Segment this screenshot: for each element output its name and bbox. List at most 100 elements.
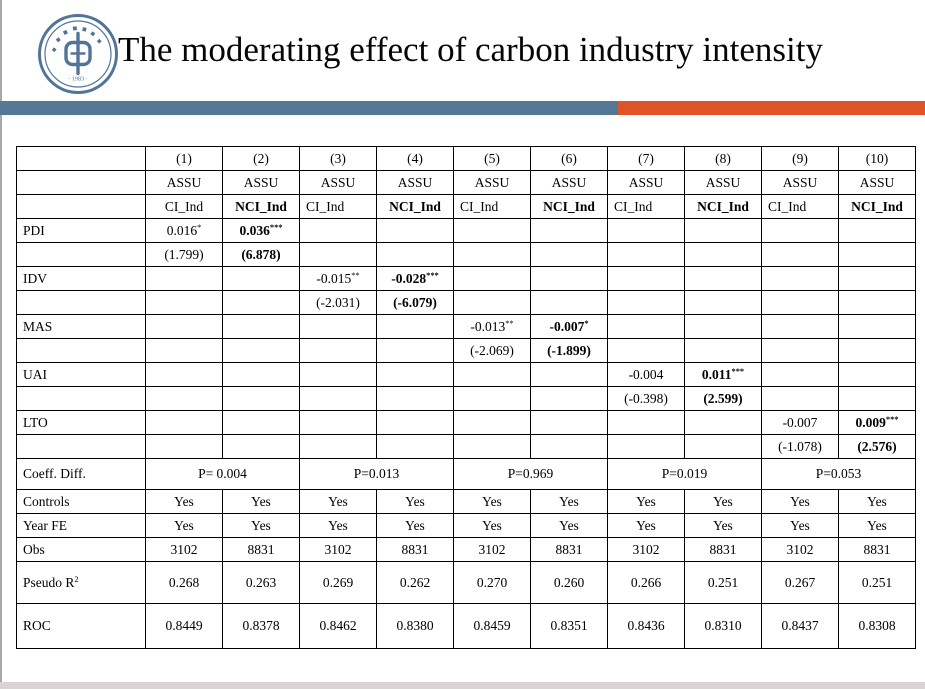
- cell-text: 0.266: [630, 574, 662, 590]
- table-cell: -0.007*: [530, 314, 608, 339]
- table-cell: [838, 242, 916, 267]
- table-cell: (6): [530, 146, 608, 171]
- table-cell: (8): [684, 146, 762, 171]
- table-cell: [530, 434, 608, 459]
- table-cell: [684, 434, 762, 459]
- table-row-12: LTO -0.007 0.009***: [16, 410, 916, 435]
- table-cell: [530, 386, 608, 411]
- cell-text: 0.8380: [396, 618, 434, 633]
- table-cell: [453, 362, 531, 387]
- cell-text: 0.011: [701, 366, 732, 382]
- cell-text: -0.013: [470, 318, 506, 334]
- cell-text: Yes: [636, 493, 656, 509]
- table-cell: 8831: [684, 537, 762, 562]
- table-cell: (7): [607, 146, 685, 171]
- cell-text: LTO: [23, 414, 48, 430]
- cell-text: 0.267: [784, 574, 816, 590]
- superscript: 2: [74, 575, 79, 585]
- table-cell: [684, 338, 762, 363]
- table-cell: [761, 266, 839, 291]
- table-cell: Yes: [145, 489, 223, 514]
- table-cell: [453, 290, 531, 315]
- table-cell: -0.013**: [453, 314, 531, 339]
- cell-text: Yes: [713, 493, 733, 509]
- cell-text: Obs: [23, 541, 45, 557]
- table-cell: P=0.053: [761, 458, 916, 490]
- table-cell: Yes: [376, 513, 454, 538]
- cell-text: UAI: [23, 366, 47, 382]
- cell-text: ASSU: [166, 174, 202, 190]
- table-cell: [761, 386, 839, 411]
- cell-text: Yes: [251, 493, 271, 509]
- table-cell: 3102: [299, 537, 377, 562]
- table-cell: ASSU: [607, 170, 685, 195]
- superscript: ***: [731, 367, 745, 377]
- seal-year-text: · 1983 ·: [68, 76, 88, 83]
- table-cell: Yes: [145, 513, 223, 538]
- table-row-2: ASSU ASSU ASSU ASSU ASSU ASSU ASSU ASSU ASSU ASSU: [16, 170, 916, 195]
- row-label-cell: Controls: [16, 489, 146, 514]
- results-table: (1) (2) (3) (4) (5) (6) (7) (8) (9) (10) ASSU ASSU A…: [16, 146, 916, 649]
- cell-text: P=0.013: [353, 466, 400, 481]
- table-cell: Yes: [376, 489, 454, 514]
- results-table-body: (1) (2) (3) (4) (5) (6) (7) (8) (9) (10) ASSU ASSU A…: [16, 146, 916, 649]
- table-cell: [761, 338, 839, 363]
- cell-text: 3102: [786, 541, 814, 557]
- cell-text: CI_Ind: [768, 198, 807, 214]
- table-cell: [761, 362, 839, 387]
- table-cell: ASSU: [530, 170, 608, 195]
- superscript: *: [584, 319, 589, 329]
- cell-text: 0.8459: [473, 618, 511, 633]
- table-cell: 0.011***: [684, 362, 762, 387]
- cell-text: 0.269: [322, 574, 354, 590]
- cell-text: 0.8378: [242, 618, 280, 633]
- table-cell: NCI_Ind: [222, 194, 300, 219]
- footer-strip: [0, 682, 925, 689]
- table-cell: 8831: [376, 537, 454, 562]
- cell-text: ASSU: [859, 174, 895, 190]
- cell-text: Yes: [328, 493, 348, 509]
- table-cell: [222, 434, 300, 459]
- table-cell: (-2.069): [453, 338, 531, 363]
- cell-text: (4): [407, 150, 423, 166]
- cell-text: ASSU: [397, 174, 433, 190]
- row-label-cell: [16, 146, 146, 171]
- table-cell: [684, 266, 762, 291]
- table-cell: Yes: [607, 489, 685, 514]
- window-edge: [0, 0, 2, 689]
- table-cell: [376, 338, 454, 363]
- table-cell: CI_Ind: [607, 194, 685, 219]
- row-label-cell: [16, 170, 146, 195]
- table-cell: Yes: [222, 513, 300, 538]
- table-cell: [684, 410, 762, 435]
- table-cell: (3): [299, 146, 377, 171]
- cell-text: 0.8437: [781, 618, 819, 633]
- table-cell: (-1.899): [530, 338, 608, 363]
- table-row-18: Pseudo R2 0.268 0.263 0.269 0.262 0.270 0.260 0…: [16, 561, 916, 604]
- table-cell: 0.8380: [376, 603, 454, 649]
- cell-text: -0.007: [549, 318, 585, 334]
- table-cell: CI_Ind: [761, 194, 839, 219]
- cell-text: Yes: [790, 517, 810, 533]
- table-cell: [453, 266, 531, 291]
- table-cell: [607, 242, 685, 267]
- cell-text: (2): [253, 150, 269, 166]
- table-cell: [145, 410, 223, 435]
- table-cell: [530, 362, 608, 387]
- table-row-9: (-2.069) (-1.899): [16, 338, 916, 363]
- table-cell: [607, 434, 685, 459]
- cell-text: (8): [715, 150, 731, 166]
- cell-text: 0.251: [707, 574, 739, 590]
- table-cell: CI_Ind: [453, 194, 531, 219]
- table-cell: Yes: [684, 489, 762, 514]
- seal-arc-text: [51, 26, 102, 53]
- table-cell: [145, 386, 223, 411]
- table-cell: [145, 362, 223, 387]
- cell-text: Pseudo R: [23, 574, 75, 590]
- table-cell: (5): [453, 146, 531, 171]
- cell-text: 8831: [247, 541, 275, 557]
- table-row-15: Controls Yes Yes Yes Yes Yes Yes Yes Yes Yes Yes: [16, 489, 916, 514]
- table-cell: 0.260: [530, 561, 608, 604]
- table-cell: (2.599): [684, 386, 762, 411]
- cell-text: P=0.969: [507, 466, 554, 481]
